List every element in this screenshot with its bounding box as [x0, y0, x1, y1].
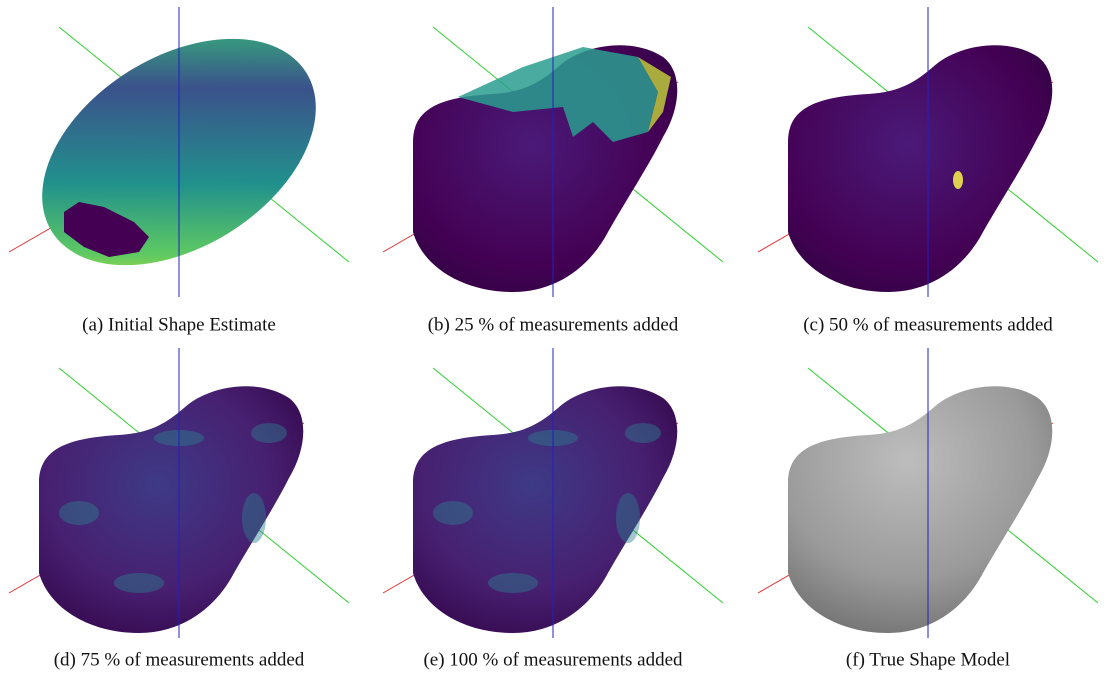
panel [9, 348, 349, 638]
caption: (a) Initial Shape Estimate [82, 314, 276, 335]
asteroid [788, 386, 1052, 633]
panel [758, 348, 1098, 638]
texture [59, 501, 99, 525]
shape [413, 386, 677, 633]
texture [625, 423, 661, 443]
caption: (f) True Shape Model [846, 649, 1010, 670]
caption: (e) 100 % of measurements added [423, 649, 683, 670]
shape [413, 45, 677, 292]
asteroid [788, 45, 1052, 292]
caption: (c) 50 % of measurements added [803, 314, 1053, 335]
texture [114, 573, 164, 593]
panel [1, 0, 356, 312]
texture [433, 501, 473, 525]
texture [242, 493, 266, 543]
hotspot [953, 171, 963, 189]
panel [383, 348, 723, 638]
caption: (b) 25 % of measurements added [428, 314, 679, 335]
panel [758, 7, 1098, 297]
shape [39, 386, 303, 633]
texture [488, 573, 538, 593]
caption: (d) 75 % of measurements added [54, 649, 305, 670]
texture [251, 423, 287, 443]
shape [788, 386, 1052, 633]
figure: (a) Initial Shape Estimate (b) 25 % of me… [0, 0, 1104, 685]
panel [383, 7, 723, 297]
shape [788, 45, 1052, 292]
texture [616, 493, 640, 543]
